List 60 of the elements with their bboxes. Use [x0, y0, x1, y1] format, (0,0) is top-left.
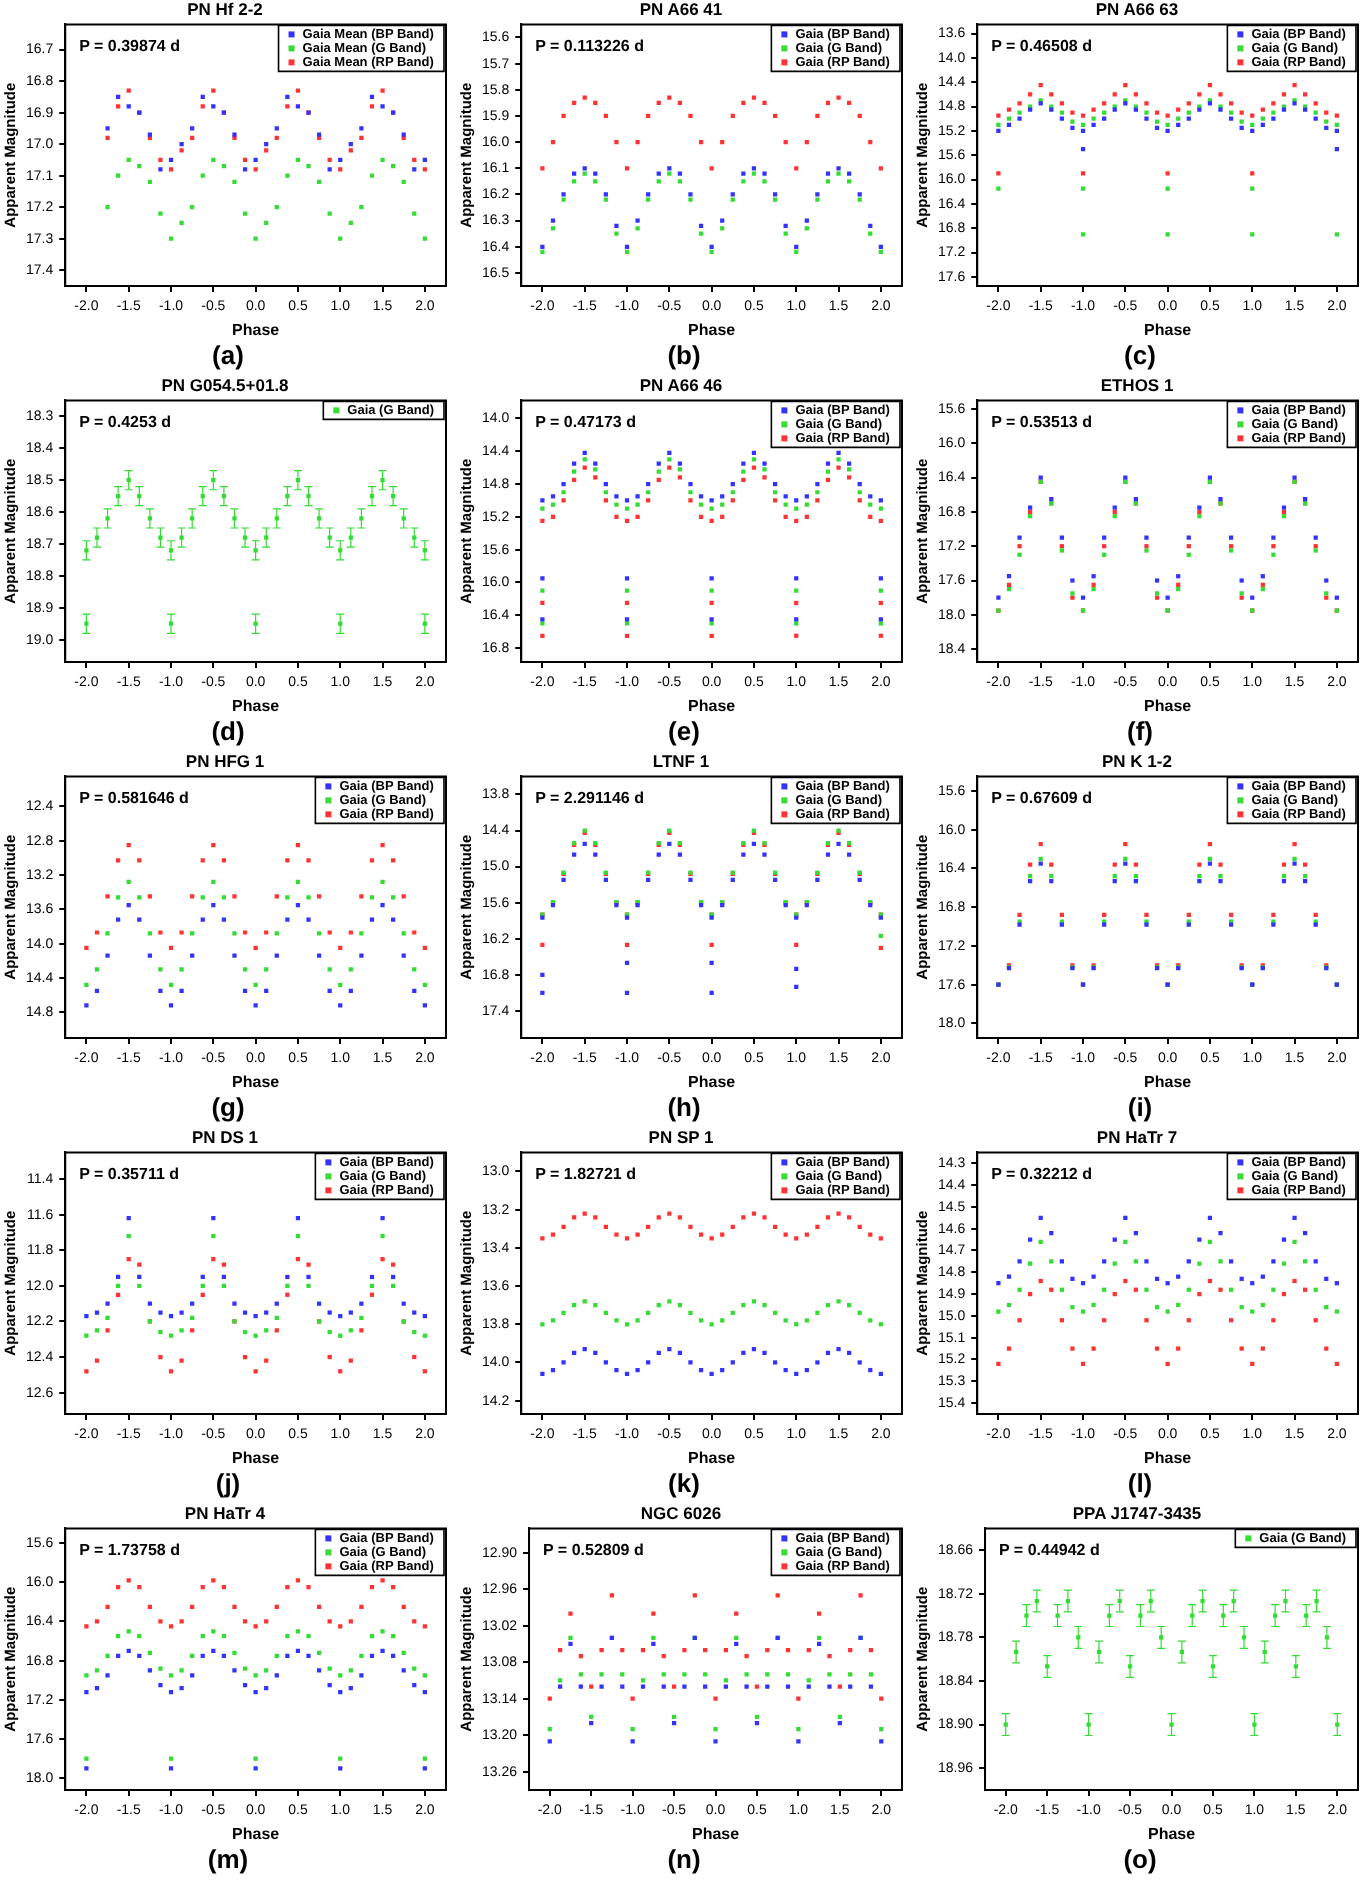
x-axis-title: Phase	[232, 320, 281, 339]
chart-title: LTNF 1	[652, 750, 710, 771]
annotation: P = 0.4253 d	[79, 412, 172, 431]
annotation: P = 0.581646 d	[79, 788, 190, 807]
text: (h)	[665, 1092, 703, 1122]
annotation: P = 1.73758 d	[79, 1540, 181, 1559]
text: (o)	[1121, 1844, 1159, 1874]
annotation: P = 0.53513 d	[991, 412, 1093, 431]
x-axis-title: Phase	[232, 1072, 281, 1091]
text: (i)	[1125, 1092, 1155, 1122]
annotation: P = 0.32212 d	[991, 1164, 1093, 1183]
x-axis-title: Phase	[1144, 696, 1193, 715]
chart-title: PN G054.5+01.8	[161, 374, 290, 395]
annotation: P = 0.39874 d	[79, 36, 181, 55]
chart-title: PN K 1-2	[1102, 750, 1173, 771]
text: (e)	[666, 716, 702, 746]
annotation: P = 1.82721 d	[535, 1164, 637, 1183]
text: (c)	[1122, 340, 1158, 370]
text: (m)	[205, 1844, 251, 1874]
chart-title: PN A66 41	[639, 0, 723, 19]
text: (l)	[1125, 1468, 1155, 1498]
text: (k)	[666, 1468, 702, 1498]
annotation: P = 0.35711 d	[79, 1164, 180, 1183]
x-axis-title: Phase	[688, 320, 737, 339]
annotation: P = 0.44942 d	[999, 1540, 1100, 1559]
text: (n)	[665, 1844, 703, 1874]
text: (f)	[1125, 716, 1155, 746]
chart-title: NGC 6026	[640, 1502, 722, 1523]
chart-title: PPA J1747-3435	[1072, 1502, 1202, 1523]
chart-title: PN Hf 2-2	[187, 0, 264, 19]
chart-title: PN A66 63	[1095, 0, 1179, 19]
x-axis-title: Phase	[688, 1072, 737, 1091]
text: (j)	[213, 1468, 243, 1498]
chart-title: PN HaTr 7	[1096, 1126, 1178, 1147]
chart-title: PN DS 1	[191, 1126, 259, 1147]
annotation: P = 0.46508 d	[991, 36, 1093, 55]
x-axis-title: Phase	[691, 1824, 741, 1843]
x-axis-title: Phase	[1147, 1824, 1197, 1843]
text: (g)	[209, 1092, 247, 1122]
annotation: P = 0.47173 d	[535, 412, 637, 431]
chart-title: PN A66 46	[639, 374, 723, 395]
text: (b)	[665, 340, 703, 370]
x-axis-title: Phase	[232, 696, 281, 715]
chart-title: PN SP 1	[648, 1126, 714, 1147]
x-axis-title: Phase	[1144, 320, 1193, 339]
x-axis-title: Phase	[688, 1448, 737, 1467]
annotation: P = 0.67609 d	[991, 788, 1093, 807]
chart-title: PN HFG 1	[185, 750, 265, 771]
annotation: P = 0.113226 d	[535, 36, 645, 55]
annotation: P = 2.291146 d	[535, 788, 645, 807]
x-axis-title: Phase	[232, 1448, 281, 1467]
text: (a)	[210, 340, 246, 370]
x-axis-title: Phase	[1144, 1072, 1193, 1091]
x-axis-title: Phase	[232, 1824, 281, 1843]
annotation: P = 0.52809 d	[543, 1540, 644, 1559]
text: (d)	[209, 716, 247, 746]
x-axis-title: Phase	[1144, 1448, 1193, 1467]
chart-title: PN HaTr 4	[184, 1502, 266, 1523]
chart-title: ETHOS 1	[1100, 374, 1174, 395]
x-axis-title: Phase	[688, 696, 737, 715]
